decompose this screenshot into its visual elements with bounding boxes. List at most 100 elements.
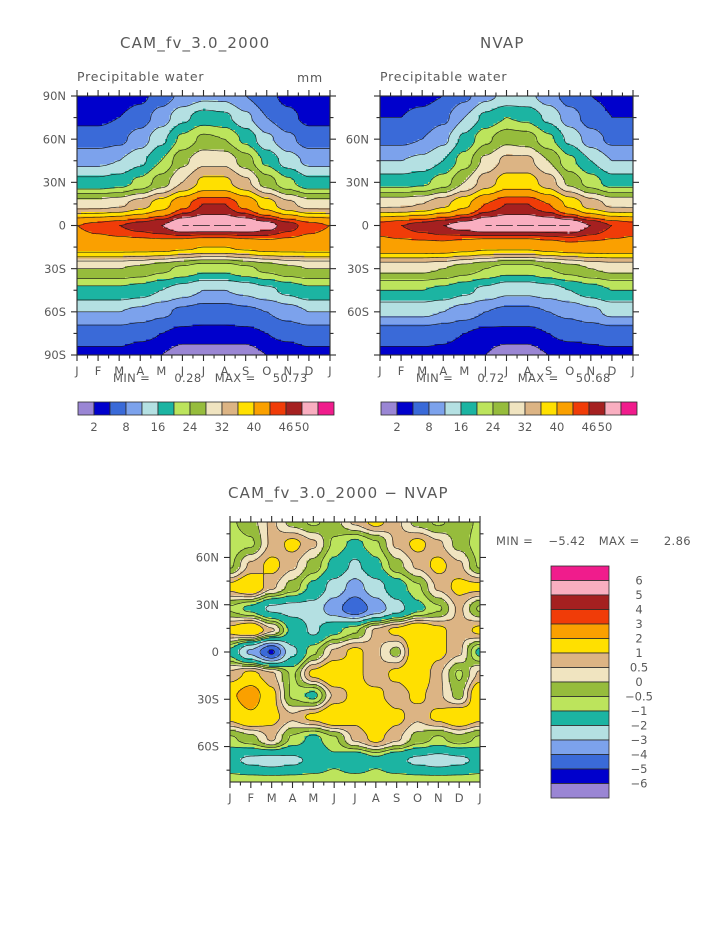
x-axis-tick-label: N [284, 364, 293, 378]
contour-field [77, 96, 330, 355]
panel-cam-units: mm [297, 70, 323, 85]
y-axis-tick-label: 60S [347, 305, 369, 319]
x-axis-tick-label: A [221, 364, 229, 378]
x-axis-tick-label: J [352, 791, 356, 805]
y-axis-tick-label: 90S [44, 348, 66, 362]
colorbar-difference-swatch[interactable] [550, 652, 610, 668]
colorbar-nvap-tick-label: 50 [598, 420, 613, 434]
colorbar-difference-swatch[interactable] [550, 696, 610, 712]
x-axis-tick-label: J [180, 364, 184, 378]
x-axis-tick-label: J [331, 791, 335, 805]
colorbar-nvap-tick-label: 40 [550, 420, 565, 434]
y-axis-tick-label: 30S [44, 262, 66, 276]
colorbar-nvap-tick-label: 32 [518, 420, 533, 434]
colorbar-difference-swatch[interactable] [550, 725, 610, 741]
x-axis-tick-label: J [630, 364, 634, 378]
y-axis-tick-label: 0 [212, 645, 219, 659]
x-axis-tick-label: J [483, 364, 487, 378]
colorbar-difference-swatch[interactable] [550, 609, 610, 625]
y-axis-tick-label: 30N [196, 598, 219, 612]
x-axis-tick-label: A [136, 364, 144, 378]
contour-lines [380, 96, 633, 355]
y-axis-tick-label: 60N [43, 132, 66, 146]
colorbar-cam-tick-label: 8 [122, 420, 129, 434]
colorbar-difference-swatch[interactable] [550, 580, 610, 596]
colorbar-nvap-swatch[interactable] [620, 401, 638, 416]
y-axis-tick-label: 60N [346, 132, 369, 146]
colorbar-difference-tick-label: −2 [631, 719, 648, 733]
y-axis-tick-label: 30S [197, 692, 219, 706]
colorbar-difference-swatch[interactable] [550, 739, 610, 755]
colorbar-cam[interactable]: 2 8 16 24 32 40 46 50 [77, 401, 335, 436]
colorbar-difference-swatch[interactable] [550, 667, 610, 683]
colorbar-cam-tick-label: 40 [247, 420, 262, 434]
colorbar-difference-tick-label: 5 [635, 588, 642, 602]
colorbar-nvap-tick-label: 46 [582, 420, 597, 434]
panel-cam-minmax: MIN = 0.28 MAX = 50.73 [113, 371, 308, 385]
colorbar-difference-swatch[interactable] [550, 565, 610, 581]
panel-diff-min-value: −5.42 [548, 534, 586, 548]
colorbar-difference-tick-label: 6 [635, 574, 642, 588]
panel-diff-max-value: 2.86 [663, 534, 692, 548]
colorbar-difference-tick-label: 4 [635, 603, 642, 617]
panel-nvap-subtitle: Precipitable water [380, 69, 508, 84]
x-axis-tick-label: D [304, 364, 313, 378]
x-axis-tick-label: N [587, 364, 596, 378]
x-axis-tick-label: J [201, 364, 205, 378]
colorbar-cam-tick-label: 2 [90, 420, 97, 434]
x-axis-tick-label: J [377, 364, 381, 378]
colorbar-difference-tick-label: 3 [635, 617, 642, 631]
colorbar-nvap-tick-label: 8 [425, 420, 432, 434]
y-axis-tick-label: 60N [196, 551, 219, 565]
panel-nvap-minmax: MIN = 0.72 MAX = 50.68 [416, 371, 611, 385]
colorbar-difference-tick-label: 0 [635, 675, 642, 689]
colorbar-difference-swatch[interactable] [550, 623, 610, 639]
colorbar-difference-swatch[interactable] [550, 710, 610, 726]
colorbar-difference-swatch[interactable] [550, 783, 610, 799]
colorbar-difference-swatch[interactable] [550, 681, 610, 697]
x-axis-tick-label: A [372, 791, 380, 805]
colorbar-difference-swatch[interactable] [550, 638, 610, 654]
colorbar-difference-tick-label: 0.5 [630, 661, 648, 675]
colorbar-difference-swatch[interactable] [550, 768, 610, 784]
panel-nvap-max-value: 50.68 [575, 371, 611, 385]
panel-cam-subtitle: Precipitable water [77, 69, 205, 84]
x-axis-tick-label: A [439, 364, 447, 378]
colorbar-difference-tick-label: −6 [631, 777, 648, 791]
x-axis-tick-label: F [248, 791, 255, 805]
colorbar-cam-swatch[interactable] [317, 401, 335, 416]
y-axis-tick-label: 0 [59, 219, 66, 233]
y-axis-tick-label: 0 [362, 219, 369, 233]
colorbar-difference-swatch[interactable] [550, 754, 610, 770]
contour-field [230, 522, 480, 782]
x-axis-tick-label: S [545, 364, 552, 378]
panel-diff-max-label: MAX = [598, 534, 640, 548]
colorbar-cam-tick-label: 24 [183, 420, 198, 434]
colorbar-difference-tick-label: 1 [635, 646, 642, 660]
y-axis-tick-label: 30N [43, 176, 66, 190]
panel-cam-plot[interactable]: 90N 60N 30N 0 30S 60S 90S J F M A M J J A S O N D J [0, 0, 360, 380]
x-axis-tick-label: A [289, 791, 297, 805]
x-axis-tick-label: J [504, 364, 508, 378]
y-axis-tick-label: 90N [43, 89, 66, 103]
panel-nvap-plot[interactable]: 60N 30N 0 30S 60S J F M A M J J A S O N D J [346, 0, 723, 380]
panel-cam-max-value: 50.73 [272, 371, 308, 385]
x-axis-tick-label: M [308, 791, 318, 805]
colorbar-difference-tick-label: 2 [635, 632, 642, 646]
x-axis-tick-label: O [565, 364, 574, 378]
colorbar-difference-tick-label: −1 [631, 704, 648, 718]
x-axis-tick-label: O [413, 791, 422, 805]
colorbar-nvap-tick-label: 24 [486, 420, 501, 434]
panel-nvap-min-label: MIN = [416, 371, 454, 385]
x-axis-tick-label: M [417, 364, 427, 378]
colorbar-difference-swatch[interactable] [550, 594, 610, 610]
x-axis-tick-label: A [524, 364, 532, 378]
x-axis-tick-label: M [267, 791, 277, 805]
panel-diff-title: CAM_fv_3.0_2000 − NVAP [228, 484, 449, 502]
colorbar-difference[interactable]: 6 5 4 3 2 1 0.5 0 −0.5 −1 −2 −3 −4 −5 −6 [550, 565, 671, 799]
x-axis-tick-label: F [398, 364, 405, 378]
x-axis-tick-label: F [95, 364, 102, 378]
colorbar-nvap-tick-label: 2 [393, 420, 400, 434]
colorbar-nvap[interactable]: 2 8 16 24 32 40 46 50 [380, 401, 638, 436]
